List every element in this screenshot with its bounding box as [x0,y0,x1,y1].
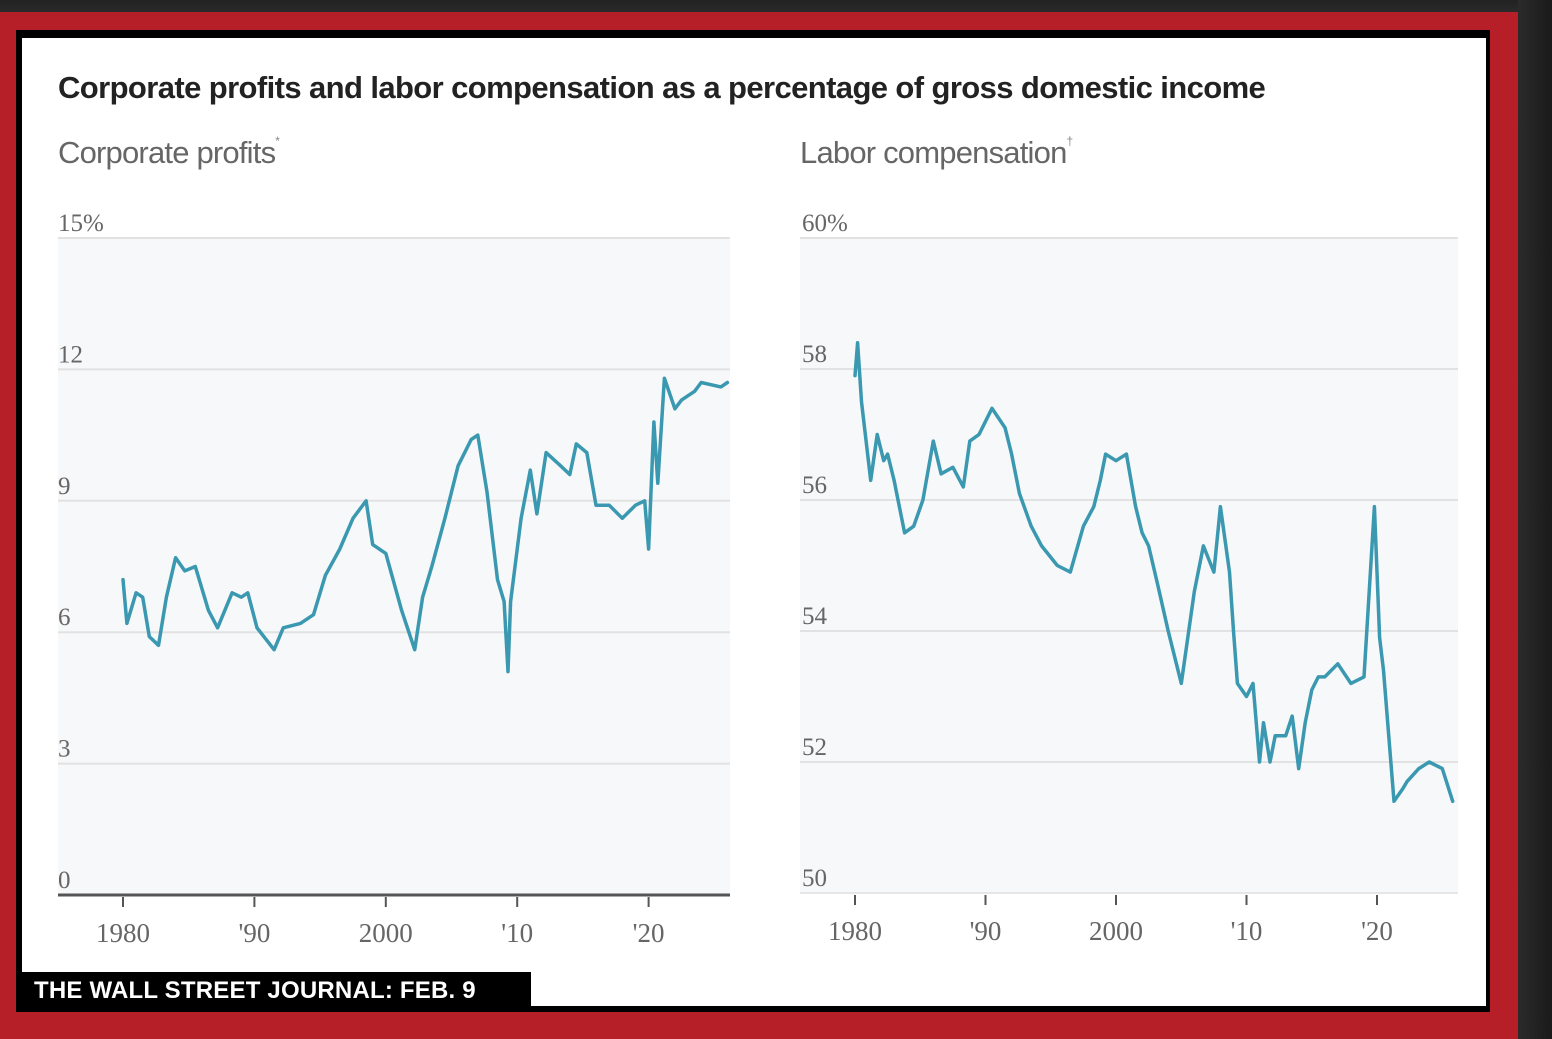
left-x-tick-label: '90 [238,918,270,948]
right-y-tick-label: 54 [802,603,828,630]
right-chart-title: Labor compensation† [800,134,1074,171]
right-x-tick-label: 1980 [828,916,882,946]
left-x-tick-label: '10 [501,918,533,948]
left-plot-area [58,238,730,895]
left-y-tick-label: 6 [58,604,71,631]
left-y-tick-label: 0 [58,867,71,894]
background-right [1518,0,1552,1039]
left-y-tick-label: 9 [58,473,71,500]
left-chart-title-text: Corporate profits [58,135,276,170]
left-chart-footnote-mark: * [275,134,280,148]
right-x-tick-label: 2000 [1089,916,1143,946]
source-badge: THE WALL STREET JOURNAL: FEB. 9 [16,972,531,1010]
left-chart-title: Corporate profits* [58,134,280,171]
right-y-tick-label: 58 [802,341,827,368]
left-x-tick-label: '20 [633,918,665,948]
background-top [0,0,1552,12]
right-x-tick-label: '10 [1231,916,1263,946]
right-chart-footnote-mark: † [1066,134,1074,148]
left-y-tick-label: 3 [58,736,71,763]
right-x-tick-label: '20 [1361,916,1393,946]
left-y-tick-label: 15% [58,210,104,237]
left-x-tick-label: 1980 [96,918,150,948]
right-y-tick-label: 60% [802,210,848,237]
right-series-line [853,341,1455,804]
right-y-tick-label: 50 [802,865,827,892]
left-chart-corporate-profits: 15% 12 9 6 3 0 1980 '90 2000 '10 '20 [58,210,730,948]
left-y-tick-label: 12 [58,341,83,368]
right-y-tick-label: 56 [802,472,827,499]
right-chart-title-text: Labor compensation [800,135,1067,170]
right-plot-area [800,238,1458,893]
right-x-tick-label: '90 [970,916,1002,946]
right-y-tick-label: 52 [802,734,827,761]
left-series-line [121,376,730,674]
figure-title: Corporate profits and labor compensation… [58,70,1266,105]
left-x-tick-label: 2000 [359,918,413,948]
